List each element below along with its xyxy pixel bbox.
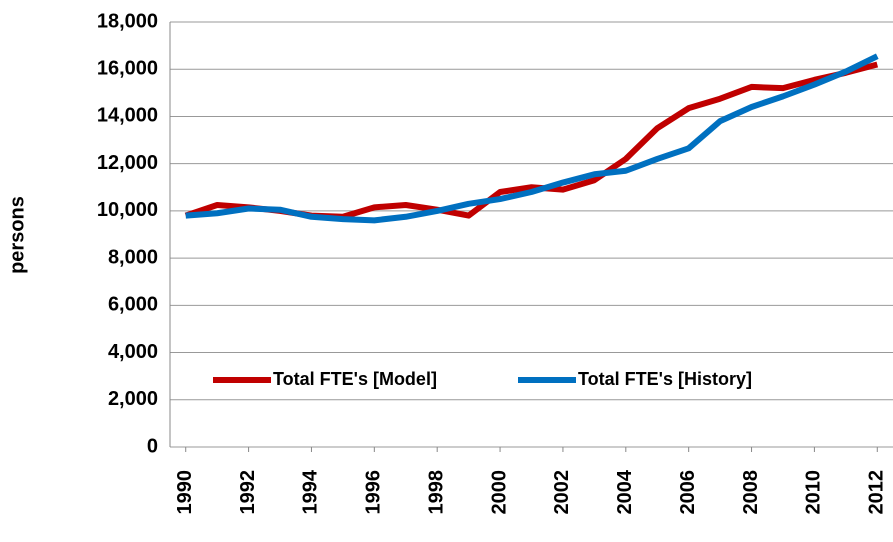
y-tick-label: 6,000	[108, 294, 158, 316]
x-tick-label: 2006	[677, 470, 699, 515]
x-tick-label: 2008	[740, 470, 762, 515]
x-tick-label: 1998	[425, 470, 447, 515]
y-tick-label: 18,000	[97, 10, 158, 32]
x-tick-label: 1990	[174, 470, 196, 515]
y-tick-label: 2,000	[108, 388, 158, 410]
legend-label: Total FTE's [Model]	[273, 369, 437, 389]
x-tick-label: 1992	[237, 470, 259, 515]
x-tick-label: 1994	[300, 469, 322, 514]
legend-label: Total FTE's [History]	[578, 369, 752, 389]
y-tick-label: 16,000	[97, 58, 158, 80]
y-tick-label: 10,000	[97, 199, 158, 221]
x-tick-label: 2010	[803, 470, 825, 515]
x-tick-label: 2004	[614, 469, 636, 514]
x-tick-label: 1996	[363, 470, 385, 515]
y-tick-label: 0	[147, 435, 158, 457]
y-tick-label: 14,000	[97, 105, 158, 127]
y-tick-label: 12,000	[97, 152, 158, 174]
series-line	[185, 53, 879, 224]
x-tick-label: 2000	[488, 470, 510, 515]
y-tick-label: 8,000	[108, 246, 158, 268]
y-tick-label: 4,000	[108, 341, 158, 363]
x-tick-label: 2002	[551, 470, 573, 515]
y-axis-label: persons	[6, 196, 28, 274]
x-tick-label: 2012	[866, 470, 888, 515]
